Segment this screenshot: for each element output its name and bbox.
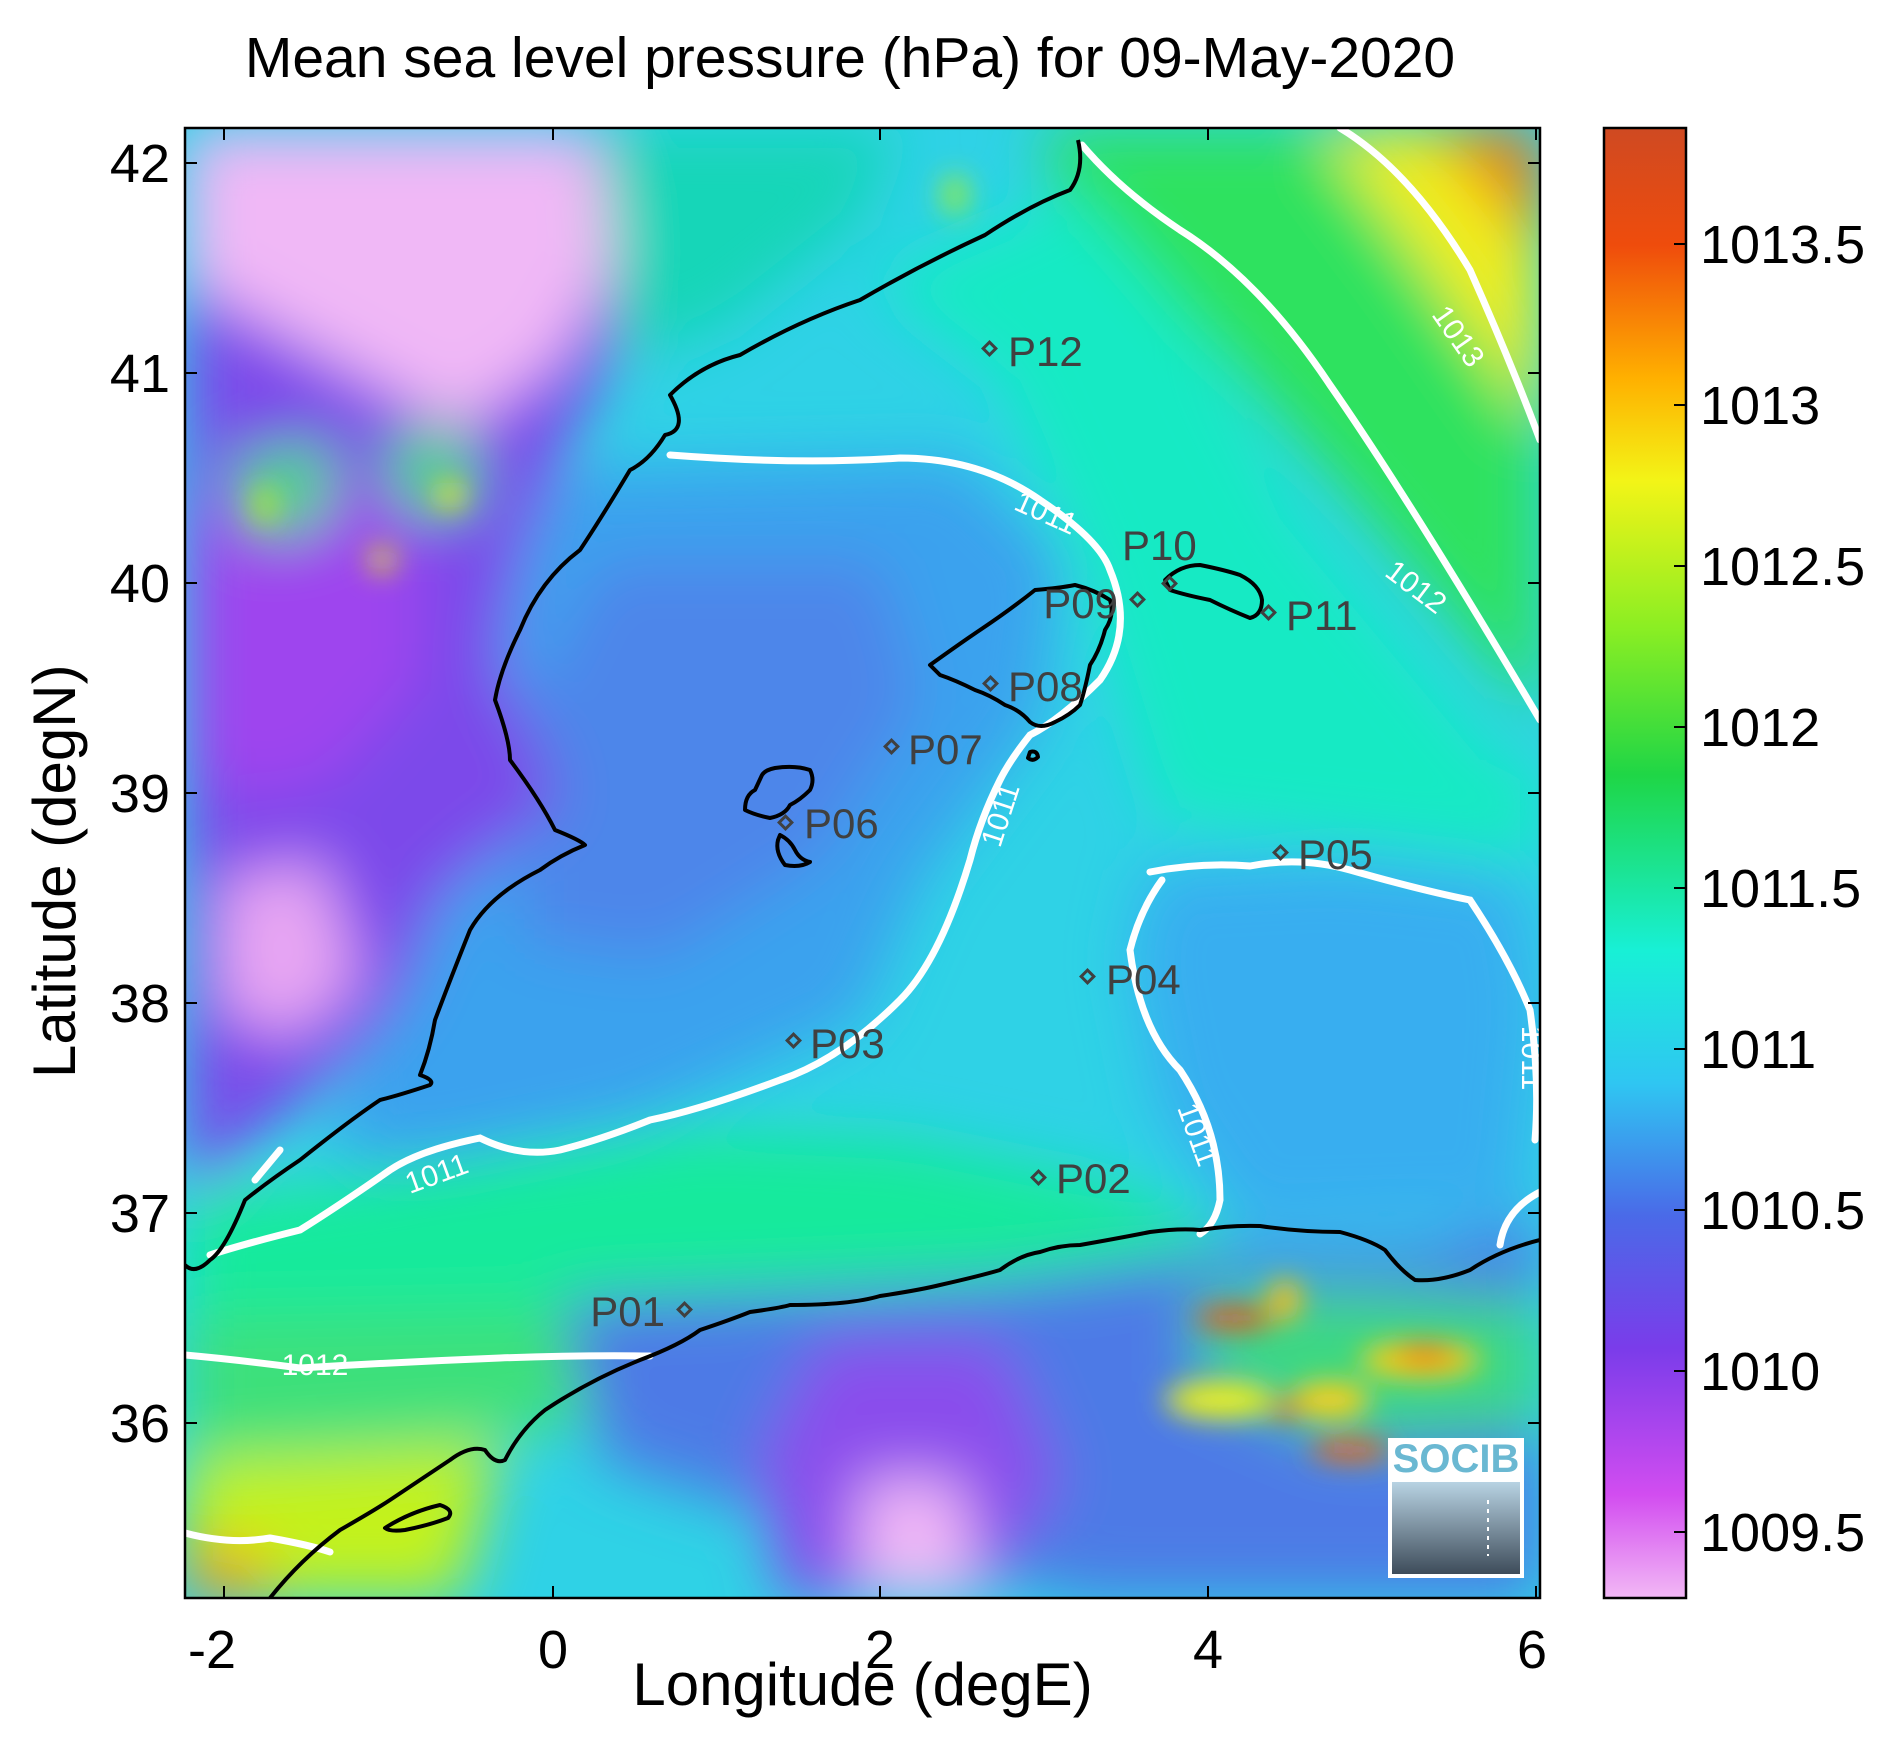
svg-text:P12: P12 (1008, 328, 1083, 375)
y-axis-label: Latitude (degN) (21, 664, 88, 1078)
coastlines (185, 139, 1540, 1598)
formentera-coast (775, 833, 812, 868)
svg-text:P08: P08 (1008, 663, 1083, 710)
station-p09[interactable]: P09 (1043, 580, 1146, 627)
x-tick-label: 6 (1517, 1620, 1547, 1680)
station-p06[interactable]: P06 (777, 800, 879, 847)
x-tick-label: -2 (188, 1620, 236, 1680)
colorbar-ticks (1674, 243, 1686, 1533)
station-p10[interactable]: P10 (1122, 522, 1197, 592)
x-tick-label: 0 (538, 1620, 568, 1680)
stations: P01 P02 P03 P04 P05 P06 (590, 328, 1372, 1335)
colorbar-label: 1011.5 (1700, 859, 1861, 919)
y-tick-label: 38 (110, 974, 170, 1034)
svg-text:P01: P01 (590, 1288, 665, 1335)
iberian-coast (185, 139, 1083, 1271)
mallorca-coast (928, 583, 1114, 728)
svg-text:P03: P03 (810, 1020, 885, 1067)
station-p03[interactable]: P03 (785, 1020, 885, 1067)
alboran-islet (383, 1503, 453, 1533)
x-axis-label: Longitude (degE) (632, 1651, 1093, 1718)
station-p05[interactable]: P05 (1272, 831, 1373, 878)
colorbar-label: 1011 (1700, 1020, 1816, 1080)
station-p01[interactable]: P01 (590, 1288, 693, 1335)
station-p07[interactable]: P07 (883, 726, 983, 773)
colorbar-label: 1013 (1700, 376, 1820, 436)
colorbar-label: 1010.5 (1700, 1181, 1865, 1241)
colorbar-label: 1009.5 (1700, 1503, 1865, 1563)
station-p08[interactable]: P08 (982, 663, 1083, 710)
svg-text:P07: P07 (908, 726, 983, 773)
plot-frame (183, 126, 1542, 1600)
y-tick-label: 39 (110, 764, 170, 824)
y-tick-label: 36 (110, 1394, 170, 1454)
x-tick-marks (223, 128, 1537, 1598)
x-tick-label: 4 (1193, 1620, 1223, 1680)
svg-text:P05: P05 (1298, 831, 1373, 878)
station-p02[interactable]: P02 (1030, 1155, 1131, 1202)
isobar-label: 1012 (282, 1349, 349, 1382)
station-p11[interactable]: P11 (1260, 592, 1358, 639)
colorbar-scale (1602, 126, 1688, 1600)
african-coast (268, 1223, 1540, 1598)
colorbar-label: 1012 (1700, 698, 1820, 758)
svg-text:P09: P09 (1043, 580, 1118, 627)
station-p04[interactable]: P04 (1079, 956, 1181, 1003)
menorca-coast (1163, 563, 1264, 620)
y-tick-label: 42 (110, 134, 170, 194)
y-tick-label: 37 (110, 1184, 170, 1244)
svg-text:P04: P04 (1106, 956, 1181, 1003)
map-title: Mean sea level pressure (hPa) for 09-May… (244, 26, 1456, 90)
svg-text:P11: P11 (1286, 592, 1358, 639)
svg-text:SOCIB: SOCIB (1393, 1437, 1520, 1481)
x-tick-labels: -2 0 2 4 6 (188, 1620, 1547, 1680)
y-tick-label: 41 (110, 344, 170, 404)
colorbar-label: 1013.5 (1700, 215, 1865, 275)
svg-text:P06: P06 (804, 800, 879, 847)
y-tick-marks (185, 162, 1540, 1424)
ibiza-coast (743, 764, 815, 820)
y-tick-labels: 42 41 40 39 38 37 36 (110, 134, 170, 1454)
colorbar: 1013.5 1013 1012.5 1012 1011.5 1011 1010… (1602, 126, 1865, 1600)
isobar-lines (185, 128, 1540, 1556)
colorbar-labels: 1013.5 1013 1012.5 1012 1011.5 1011 1010… (1700, 215, 1865, 1563)
cabrera-coast (1026, 749, 1040, 762)
svg-text:P10: P10 (1122, 522, 1197, 569)
x-tick-label: 2 (865, 1620, 895, 1680)
y-tick-label: 40 (110, 554, 170, 614)
station-p12[interactable]: P12 (981, 328, 1083, 375)
colorbar-label: 1010 (1700, 1342, 1820, 1402)
colorbar-label: 1012.5 (1700, 537, 1865, 597)
svg-text:P02: P02 (1056, 1155, 1131, 1202)
socib-logo: SOCIB (1388, 1437, 1524, 1578)
isobar-label: 1011 (1515, 1026, 1548, 1091)
